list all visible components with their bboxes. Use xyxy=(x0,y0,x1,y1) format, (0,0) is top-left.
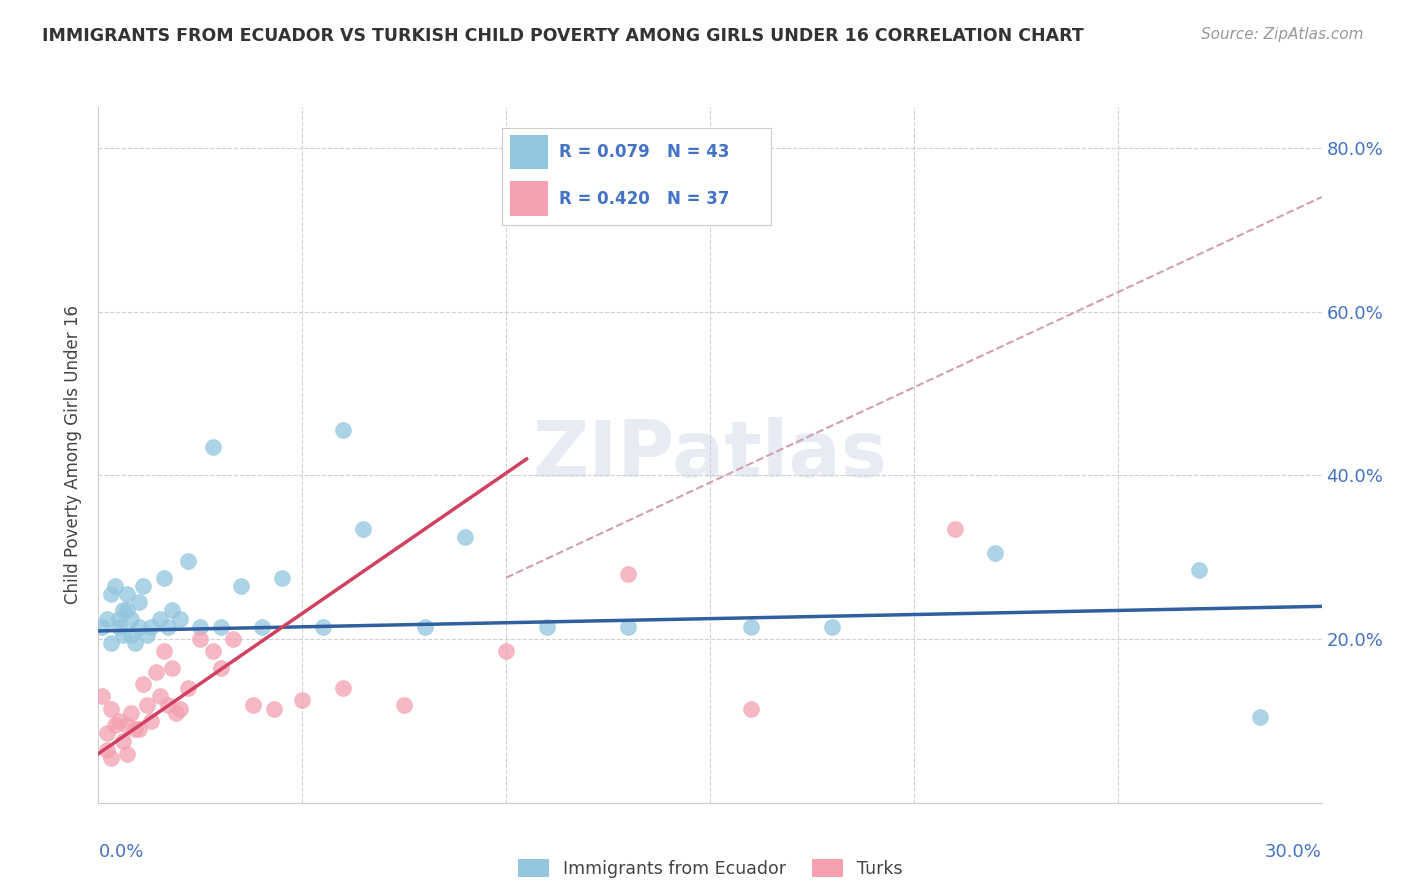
Point xyxy=(617,566,640,581)
Point xyxy=(128,595,150,609)
Point xyxy=(124,636,146,650)
Point xyxy=(740,620,762,634)
Point xyxy=(250,620,273,634)
Point xyxy=(108,714,131,728)
Text: 30.0%: 30.0% xyxy=(1265,843,1322,861)
Point xyxy=(209,661,232,675)
Point xyxy=(136,628,159,642)
Point xyxy=(169,612,191,626)
Point xyxy=(96,742,118,756)
Text: 0.0%: 0.0% xyxy=(98,843,143,861)
Point xyxy=(332,423,354,437)
Point xyxy=(108,612,131,626)
Legend: Immigrants from Ecuador, Turks: Immigrants from Ecuador, Turks xyxy=(510,852,910,885)
Point xyxy=(115,603,138,617)
Point xyxy=(209,620,232,634)
Point xyxy=(141,714,163,728)
Point xyxy=(141,620,163,634)
Point xyxy=(152,571,174,585)
Point xyxy=(91,690,114,704)
Point xyxy=(124,722,146,736)
Point xyxy=(104,579,127,593)
Point xyxy=(120,706,142,720)
Point xyxy=(156,698,179,712)
Point xyxy=(132,677,155,691)
Y-axis label: Child Poverty Among Girls Under 16: Child Poverty Among Girls Under 16 xyxy=(63,305,82,605)
Point xyxy=(177,681,200,696)
Point xyxy=(188,620,212,634)
Point xyxy=(96,726,118,740)
Point xyxy=(104,718,127,732)
Point xyxy=(188,632,212,646)
Point xyxy=(242,698,264,712)
Point xyxy=(100,701,122,715)
Point xyxy=(149,690,172,704)
Point xyxy=(152,644,174,658)
Point xyxy=(201,644,224,658)
Text: IMMIGRANTS FROM ECUADOR VS TURKISH CHILD POVERTY AMONG GIRLS UNDER 16 CORRELATIO: IMMIGRANTS FROM ECUADOR VS TURKISH CHILD… xyxy=(42,27,1084,45)
Point xyxy=(108,620,131,634)
Point xyxy=(165,706,187,720)
Point xyxy=(201,440,224,454)
Point xyxy=(312,620,335,634)
Point xyxy=(111,628,134,642)
Point xyxy=(617,620,640,634)
Point xyxy=(149,612,172,626)
Point xyxy=(128,722,150,736)
Point xyxy=(1249,710,1271,724)
Point xyxy=(132,579,155,593)
Point xyxy=(115,587,138,601)
Point xyxy=(100,751,122,765)
Point xyxy=(120,628,142,642)
Point xyxy=(91,620,114,634)
Point xyxy=(156,620,179,634)
Point xyxy=(413,620,436,634)
Point xyxy=(169,701,191,715)
Point xyxy=(270,571,294,585)
Point xyxy=(136,698,159,712)
Point xyxy=(943,522,966,536)
Point xyxy=(120,612,142,626)
Point xyxy=(1188,562,1211,576)
Point xyxy=(536,620,558,634)
Point xyxy=(177,554,200,568)
Point xyxy=(263,701,285,715)
Point xyxy=(100,587,122,601)
Point xyxy=(111,603,134,617)
Point xyxy=(111,734,134,748)
Point xyxy=(160,661,183,675)
Point xyxy=(821,620,844,634)
Point xyxy=(291,693,314,707)
Point xyxy=(332,681,354,696)
Point xyxy=(392,698,416,712)
Point xyxy=(495,644,517,658)
Point xyxy=(984,546,1007,560)
Text: Source: ZipAtlas.com: Source: ZipAtlas.com xyxy=(1201,27,1364,42)
Point xyxy=(454,530,477,544)
Point xyxy=(231,579,253,593)
Text: ZIPatlas: ZIPatlas xyxy=(533,417,887,493)
Point xyxy=(128,620,150,634)
Point xyxy=(352,522,374,536)
Point xyxy=(160,603,183,617)
Point xyxy=(145,665,167,679)
Point xyxy=(740,701,762,715)
Point xyxy=(115,747,138,761)
Point xyxy=(96,612,118,626)
Point xyxy=(100,636,122,650)
Point xyxy=(115,718,138,732)
Point xyxy=(222,632,245,646)
